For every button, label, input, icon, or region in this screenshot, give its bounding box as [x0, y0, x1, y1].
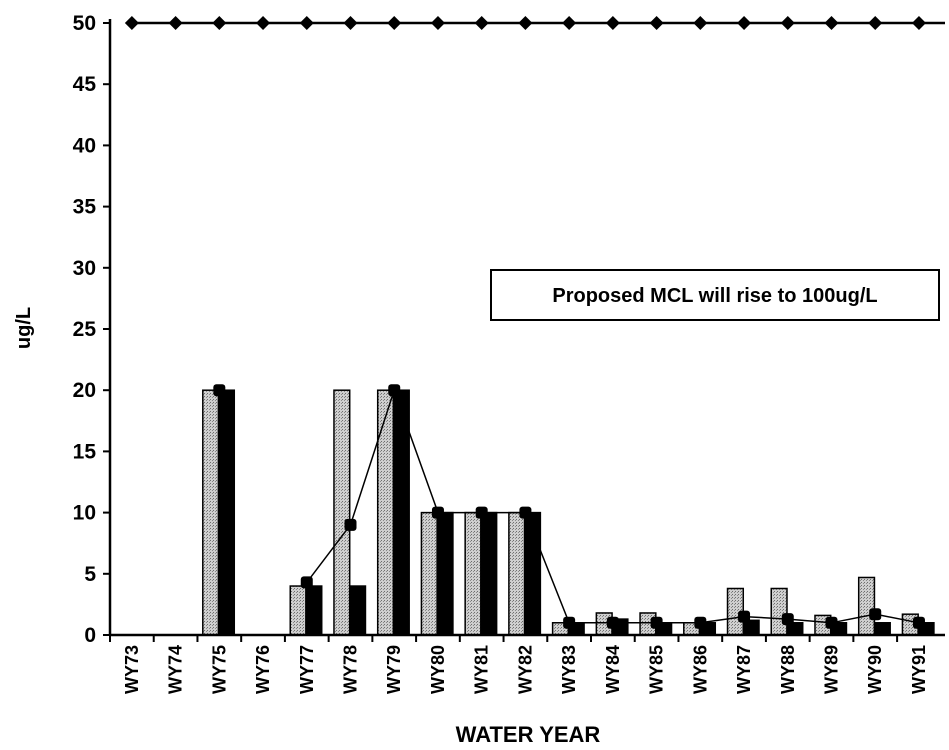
- sample-point: [825, 616, 838, 629]
- mcl-point: [737, 16, 752, 30]
- mcl-point: [605, 16, 620, 30]
- sample-point: [344, 518, 357, 531]
- sample-point: [431, 506, 444, 519]
- bar-series-2: [305, 585, 323, 636]
- mcl-point: [518, 16, 533, 30]
- mcl-point: [824, 16, 839, 30]
- bar-series-2: [436, 511, 454, 636]
- annotation-box: Proposed MCL will rise to 100ug/L: [490, 269, 940, 321]
- x-tick-label: WY78: [341, 645, 361, 694]
- bar-series-1: [420, 511, 438, 636]
- sample-point: [388, 384, 401, 397]
- sample-point: [738, 610, 751, 623]
- mcl-point: [256, 16, 271, 30]
- mcl-point: [911, 16, 926, 30]
- x-tick-label: WY73: [122, 645, 142, 694]
- x-tick-label: WY82: [515, 645, 535, 694]
- x-tick-label: WY74: [166, 645, 186, 694]
- sample-point: [475, 506, 488, 519]
- x-tick-label: WY76: [253, 645, 273, 694]
- y-tick-label: 10: [73, 502, 96, 525]
- x-tick-label: WY88: [778, 645, 798, 694]
- mcl-point: [562, 16, 577, 30]
- x-tick-label: WY86: [690, 645, 710, 694]
- y-tick-label: 0: [84, 624, 96, 647]
- mcl-point: [693, 16, 708, 30]
- x-tick-label: WY77: [297, 645, 317, 694]
- sample-point: [300, 576, 313, 589]
- x-tick-label: WY83: [559, 645, 579, 694]
- mcl-point: [212, 16, 227, 30]
- x-axis-title: WATER YEAR: [456, 722, 601, 747]
- mcl-point: [343, 16, 358, 30]
- mcl-point: [168, 16, 183, 30]
- x-tick-label: WY85: [647, 645, 667, 694]
- x-tick-label: WY90: [865, 645, 885, 694]
- bar-series-2: [480, 511, 498, 636]
- mcl-point: [780, 16, 795, 30]
- bar-series-1: [770, 587, 788, 636]
- y-tick-label: 30: [73, 257, 96, 280]
- mcl-point: [299, 16, 314, 30]
- x-tick-label: WY81: [472, 645, 492, 694]
- mcl-point: [430, 16, 445, 30]
- bar-series-1: [333, 389, 351, 636]
- sample-point: [912, 616, 925, 629]
- sample-point: [519, 506, 532, 519]
- x-tick-label: WY87: [734, 645, 754, 694]
- bar-series-1: [376, 389, 395, 636]
- mcl-point: [474, 16, 489, 30]
- bar-series-2: [873, 622, 891, 636]
- y-tick-label: 20: [73, 379, 96, 402]
- y-tick-label: 5: [84, 563, 96, 586]
- y-tick-label: 35: [73, 196, 97, 219]
- y-tick-label: 15: [73, 440, 97, 463]
- bar-series-1: [857, 576, 876, 636]
- bar-series-1: [464, 511, 482, 636]
- mcl-point: [649, 16, 664, 30]
- annotation-frame: [490, 269, 940, 321]
- sample-point: [869, 608, 882, 621]
- x-tick-label: WY79: [384, 645, 404, 694]
- x-tick-label: WY75: [209, 645, 229, 694]
- bar-series-2: [217, 389, 236, 636]
- x-tick-label: WY91: [909, 645, 929, 694]
- sample-point: [694, 616, 707, 629]
- bar-series-2: [348, 585, 367, 636]
- y-tick-label: 40: [73, 134, 96, 157]
- y-axis-title: ug/L: [13, 307, 35, 349]
- x-tick-label: WY84: [603, 645, 623, 694]
- sample-point: [563, 616, 576, 629]
- mcl-point: [387, 16, 402, 30]
- bar-series-1: [289, 585, 307, 636]
- x-tick-label: WY89: [822, 645, 842, 694]
- y-tick-label: 50: [73, 12, 96, 35]
- mcl-point: [124, 16, 139, 30]
- bar-series-1: [202, 389, 220, 636]
- bar-series-1: [508, 511, 526, 636]
- x-tick-label: WY80: [428, 645, 448, 694]
- sample-point: [650, 616, 663, 629]
- sample-point: [606, 616, 619, 629]
- mcl-point: [868, 16, 883, 30]
- annotation-text: Proposed MCL will rise to 100ug/L: [552, 285, 877, 307]
- sample-point: [213, 384, 226, 397]
- y-tick-label: 25: [73, 318, 97, 341]
- sample-point: [781, 613, 794, 626]
- y-tick-label: 45: [73, 73, 97, 96]
